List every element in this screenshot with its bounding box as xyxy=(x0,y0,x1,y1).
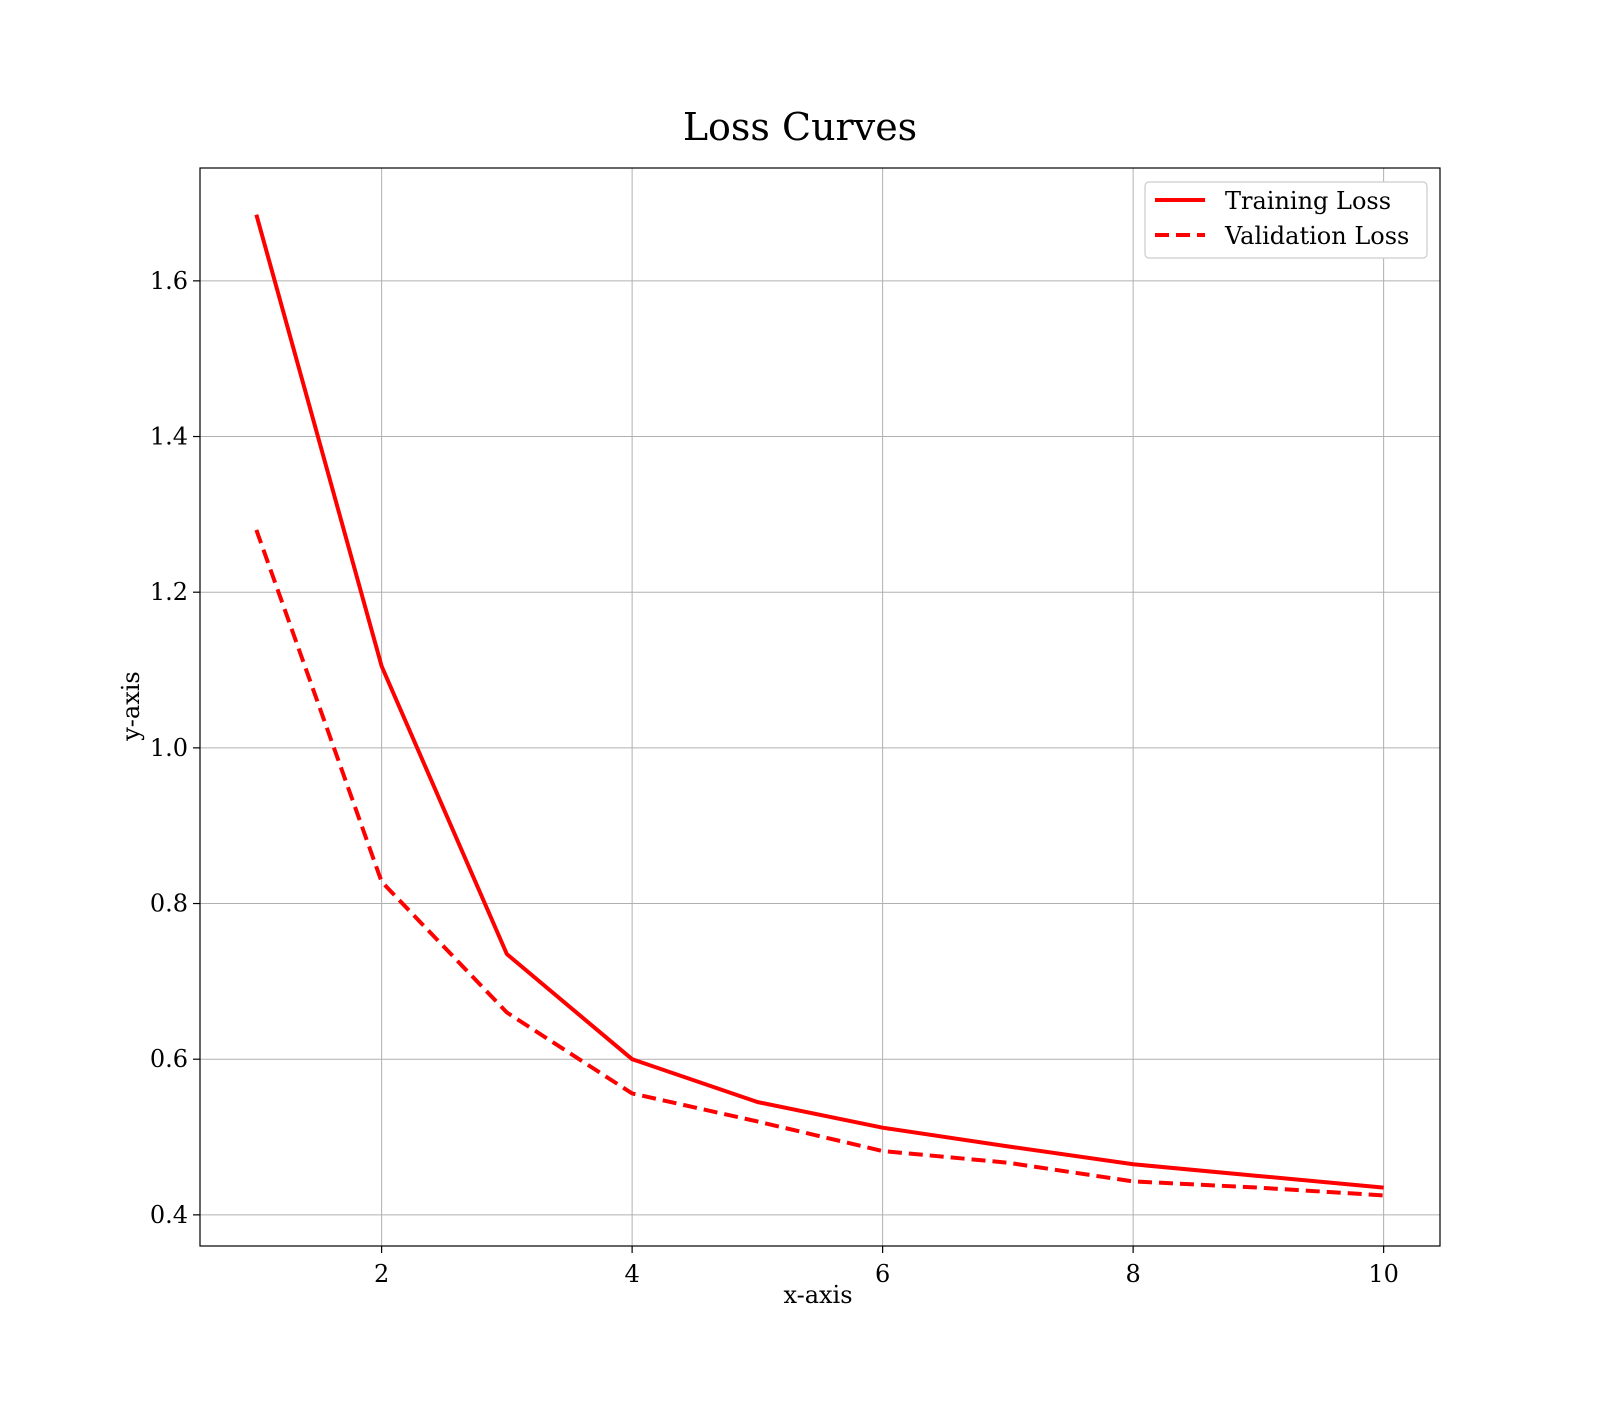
grid-layer xyxy=(200,168,1440,1246)
y-tick-label: 1.0 xyxy=(150,734,188,762)
x-tick-label: 10 xyxy=(1368,1260,1399,1288)
x-tick-label: 8 xyxy=(1125,1260,1140,1288)
legend-text-validation-loss: Validation Loss xyxy=(1224,222,1409,250)
y-tick-label: 1.6 xyxy=(150,267,188,295)
y-tick-label: 0.8 xyxy=(150,890,188,918)
x-tick-label: 2 xyxy=(374,1260,389,1288)
x-tick-label: 4 xyxy=(624,1260,639,1288)
legend-text-training-loss: Training Loss xyxy=(1225,187,1391,215)
chart-title: Loss Curves xyxy=(683,105,917,149)
x-tick-label: 6 xyxy=(875,1260,890,1288)
series-layer xyxy=(256,215,1383,1196)
series-line-validation-loss xyxy=(256,530,1383,1195)
y-tick-label: 0.6 xyxy=(150,1045,188,1073)
y-tick-label: 1.4 xyxy=(150,423,188,451)
tick-layer: 2 4 6 8 10 0.4 0.6 0.8 1.0 1.2 1.4 1.6 xyxy=(150,267,1399,1288)
series-line-training-loss xyxy=(256,215,1383,1188)
y-axis-label: y-axis xyxy=(117,671,145,742)
y-tick-label: 0.4 xyxy=(150,1201,188,1229)
x-axis-label: x-axis xyxy=(783,1281,852,1309)
legend: Training Loss Validation Loss xyxy=(1145,182,1427,258)
axes-frame xyxy=(200,168,1440,1246)
y-tick-label: 1.2 xyxy=(150,578,188,606)
